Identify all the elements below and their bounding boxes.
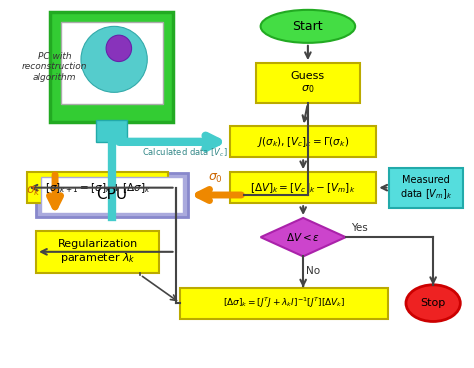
Text: $\sigma_k$: $\sigma_k$ [26,185,41,198]
Ellipse shape [106,35,132,61]
Text: $J(\sigma_k), [V_c]_k = \Gamma(\sigma_k)$: $J(\sigma_k), [V_c]_k = \Gamma(\sigma_k)… [257,135,349,149]
Text: Yes: Yes [352,223,368,233]
Bar [256,63,360,103]
Ellipse shape [261,10,355,43]
Text: No: No [306,266,319,276]
Text: $\Delta V < \varepsilon$: $\Delta V < \varepsilon$ [286,231,320,243]
Ellipse shape [81,26,147,92]
Text: $[\Delta\sigma]_k = [J^TJ + \lambda_k I]^{-1}[J^T][\Delta V_k]$: $[\Delta\sigma]_k = [J^TJ + \lambda_k I]… [223,296,346,310]
Bar [36,231,159,273]
Polygon shape [261,218,346,256]
Text: Calculated data $[V_c]$: Calculated data $[V_c]$ [142,146,228,159]
Bar [96,120,127,142]
Text: PC with
reconstruction
algorithm: PC with reconstruction algorithm [22,52,88,82]
Text: Measured
data $[V_m]_k$: Measured data $[V_m]_k$ [400,175,452,201]
Bar [50,12,173,122]
Bar [230,126,376,158]
Bar [41,177,182,213]
Text: $[\Delta V]_k = [V_c]_k - [V_m]_k$: $[\Delta V]_k = [V_c]_k - [V_m]_k$ [250,181,356,195]
Text: $[\sigma]_{k+1} = [\sigma]_k + [\Delta\sigma]_k$: $[\sigma]_{k+1} = [\sigma]_k + [\Delta\s… [45,181,151,195]
Ellipse shape [406,285,460,322]
Text: $\sigma_0$: $\sigma_0$ [208,172,223,185]
Bar [230,172,376,203]
Text: CPU: CPU [96,188,128,202]
Bar [27,172,168,203]
Bar [61,22,163,104]
Bar [390,167,463,208]
Bar [36,173,188,217]
Text: Regularization
parameter $\lambda_k$: Regularization parameter $\lambda_k$ [57,239,138,265]
Text: Guess
$\sigma_0$: Guess $\sigma_0$ [291,71,325,95]
Text: Start: Start [292,20,323,33]
Bar [180,287,388,319]
Text: Stop: Stop [420,298,446,308]
